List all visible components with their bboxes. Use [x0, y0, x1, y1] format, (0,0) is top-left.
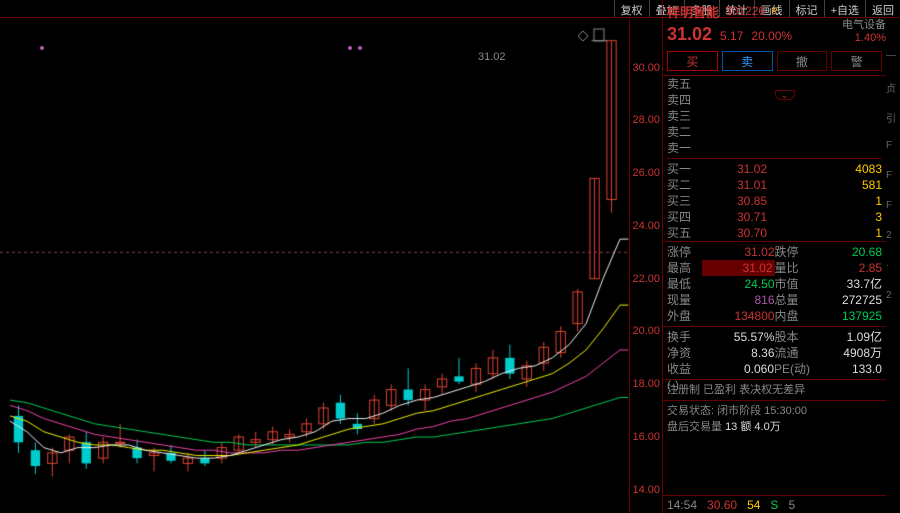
stats-block-1: 涨停31.02跌停20.68最高31.02量比2.85最低24.50市值33.7… — [663, 241, 886, 326]
note-afterhours: 盘后交易量 13 额 4.0万 — [667, 419, 882, 435]
order-book: 卖五卖四卖三卖二卖一买一31.024083买二31.01581买三30.851买… — [663, 75, 886, 241]
stat-row: 现量816总量272725 — [667, 292, 882, 308]
tick-price: 30.60 — [707, 498, 737, 512]
note-status-text: 交易状态: 闭市阶段 15:30:00 — [667, 403, 882, 419]
sell-button[interactable]: 卖 — [722, 51, 773, 71]
trade-actions: 买 卖 撤 警 — [663, 49, 886, 75]
ytick: 30.00 — [632, 62, 660, 74]
bid-row[interactable]: 买一31.024083 — [667, 161, 882, 177]
tick-n: 5 — [788, 498, 795, 512]
bid-row[interactable]: 买二31.01581 — [667, 177, 882, 193]
ytick: 28.00 — [632, 114, 660, 126]
price-pct: 20.00% — [751, 29, 792, 43]
price-line: 31.02 5.17 20.00% — [663, 22, 886, 49]
note-registration: 注册制 已盈利 表决权无差异 — [663, 379, 886, 400]
bid-row[interactable]: 买四30.713 — [667, 209, 882, 225]
y-axis: 14.00 16.00 18.00 20.00 22.00 24.00 26.00 28.00… — [630, 18, 662, 513]
ytick: 16.00 — [632, 431, 660, 443]
stock-name[interactable]: 祥明智能 — [667, 2, 719, 21]
last-price-label: 31.02 — [478, 51, 506, 63]
ytick: 22.00 — [632, 273, 660, 285]
ask-row[interactable]: 卖一 — [667, 140, 882, 156]
stat-row: 涨停31.02跌停20.68 — [667, 244, 882, 260]
last-price: 31.02 — [667, 24, 712, 45]
ytick: 26.00 — [632, 167, 660, 179]
menu-复权[interactable]: 复权 — [614, 0, 649, 17]
stat-row: 最低24.50市值33.7亿 — [667, 276, 882, 292]
stat-row: 外盘134800内盘137925 — [667, 308, 882, 324]
ask-row[interactable]: 卖三 — [667, 108, 882, 124]
ytick: 24.00 — [632, 220, 660, 232]
marker-dot — [358, 46, 362, 50]
tick-time: 14:54 — [667, 498, 697, 512]
right-strip: —贞引FFF2·2 — [886, 50, 900, 320]
stat-row: 换手55.57%股本1.09亿 — [667, 329, 882, 345]
cancel-button[interactable]: 撤 — [777, 51, 828, 71]
stock-header: 祥明智能 301226 R — [663, 0, 886, 22]
marker-dot — [348, 46, 352, 50]
ytick: 14.00 — [632, 484, 660, 496]
tick-dir: S — [770, 498, 778, 512]
quote-panel: 祥明智能 301226 R 31.02 5.17 20.00% 买 卖 撤 警 … — [662, 0, 886, 513]
stats-block-2: 换手55.57%股本1.09亿净资8.36流通4908万收益(-)0.060PE… — [663, 326, 886, 379]
stat-row: 净资8.36流通4908万 — [667, 345, 882, 361]
note-status: 交易状态: 闭市阶段 15:30:00 盘后交易量 13 额 4.0万 — [663, 400, 886, 437]
price-change: 5.17 — [720, 29, 743, 43]
alert-button[interactable]: 警 — [831, 51, 882, 71]
tick-vol: 54 — [747, 498, 760, 512]
kline-chart[interactable]: 31.02 — [0, 18, 630, 513]
buy-button[interactable]: 买 — [667, 51, 718, 71]
stock-code[interactable]: 301226 — [725, 4, 765, 18]
bid-row[interactable]: 买五30.701 — [667, 225, 882, 241]
ask-row[interactable]: 卖二 — [667, 124, 882, 140]
marker-dot — [40, 46, 44, 50]
ytick: 20.00 — [632, 325, 660, 337]
ytick: 18.00 — [632, 378, 660, 390]
expand-toggle[interactable]: ⌄ — [775, 90, 795, 100]
stat-row: 收益(-)0.060PE(动)133.0 — [667, 361, 882, 377]
bid-row[interactable]: 买三30.851 — [667, 193, 882, 209]
stat-row: 最高31.02量比2.85 — [667, 260, 882, 276]
tick-bar: 14:54 30.60 54 S 5 — [663, 495, 886, 513]
stock-badge: R — [771, 6, 778, 16]
